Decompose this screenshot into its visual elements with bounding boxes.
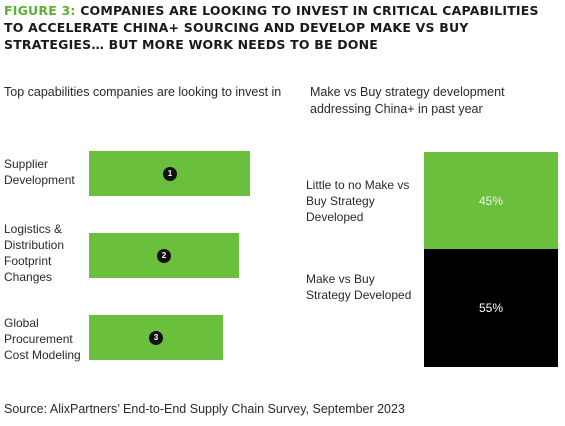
category-label-procurement: Global Procurement Cost Modeling xyxy=(4,316,81,362)
category-label-logistics: Logistics & Distribution Footprint Chang… xyxy=(4,222,65,284)
segment-strategy-developed: 55% xyxy=(424,249,558,367)
rank-badge-1: 1 xyxy=(163,167,177,181)
legend-strategy-developed: Make vs Buy Strategy Developed xyxy=(306,272,412,302)
category-label-supplier-development: Supplier Development xyxy=(4,157,75,187)
rank-badge-2: 2 xyxy=(157,249,171,263)
legend-little-to-no-strategy: Little to no Make vs Buy Strategy Develo… xyxy=(306,178,410,224)
left-chart-title: Top capabilities companies are looking t… xyxy=(4,85,282,99)
segment-label-55: 55% xyxy=(478,301,504,315)
source-note: Source: AlixPartners’ End-to-End Supply … xyxy=(4,402,405,416)
right-chart-title: Make vs Buy strategy development address… xyxy=(310,85,505,116)
rank-badge-3: 3 xyxy=(149,331,163,345)
segment-little-to-no-strategy: 45% xyxy=(424,152,558,249)
figure-number: FIGURE 3: xyxy=(4,3,76,18)
figure-title: FIGURE 3: COMPANIES ARE LOOKING TO INVES… xyxy=(4,2,560,53)
figure-heading: COMPANIES ARE LOOKING TO INVEST IN CRITI… xyxy=(4,3,539,52)
segment-label-45: 45% xyxy=(478,193,504,208)
